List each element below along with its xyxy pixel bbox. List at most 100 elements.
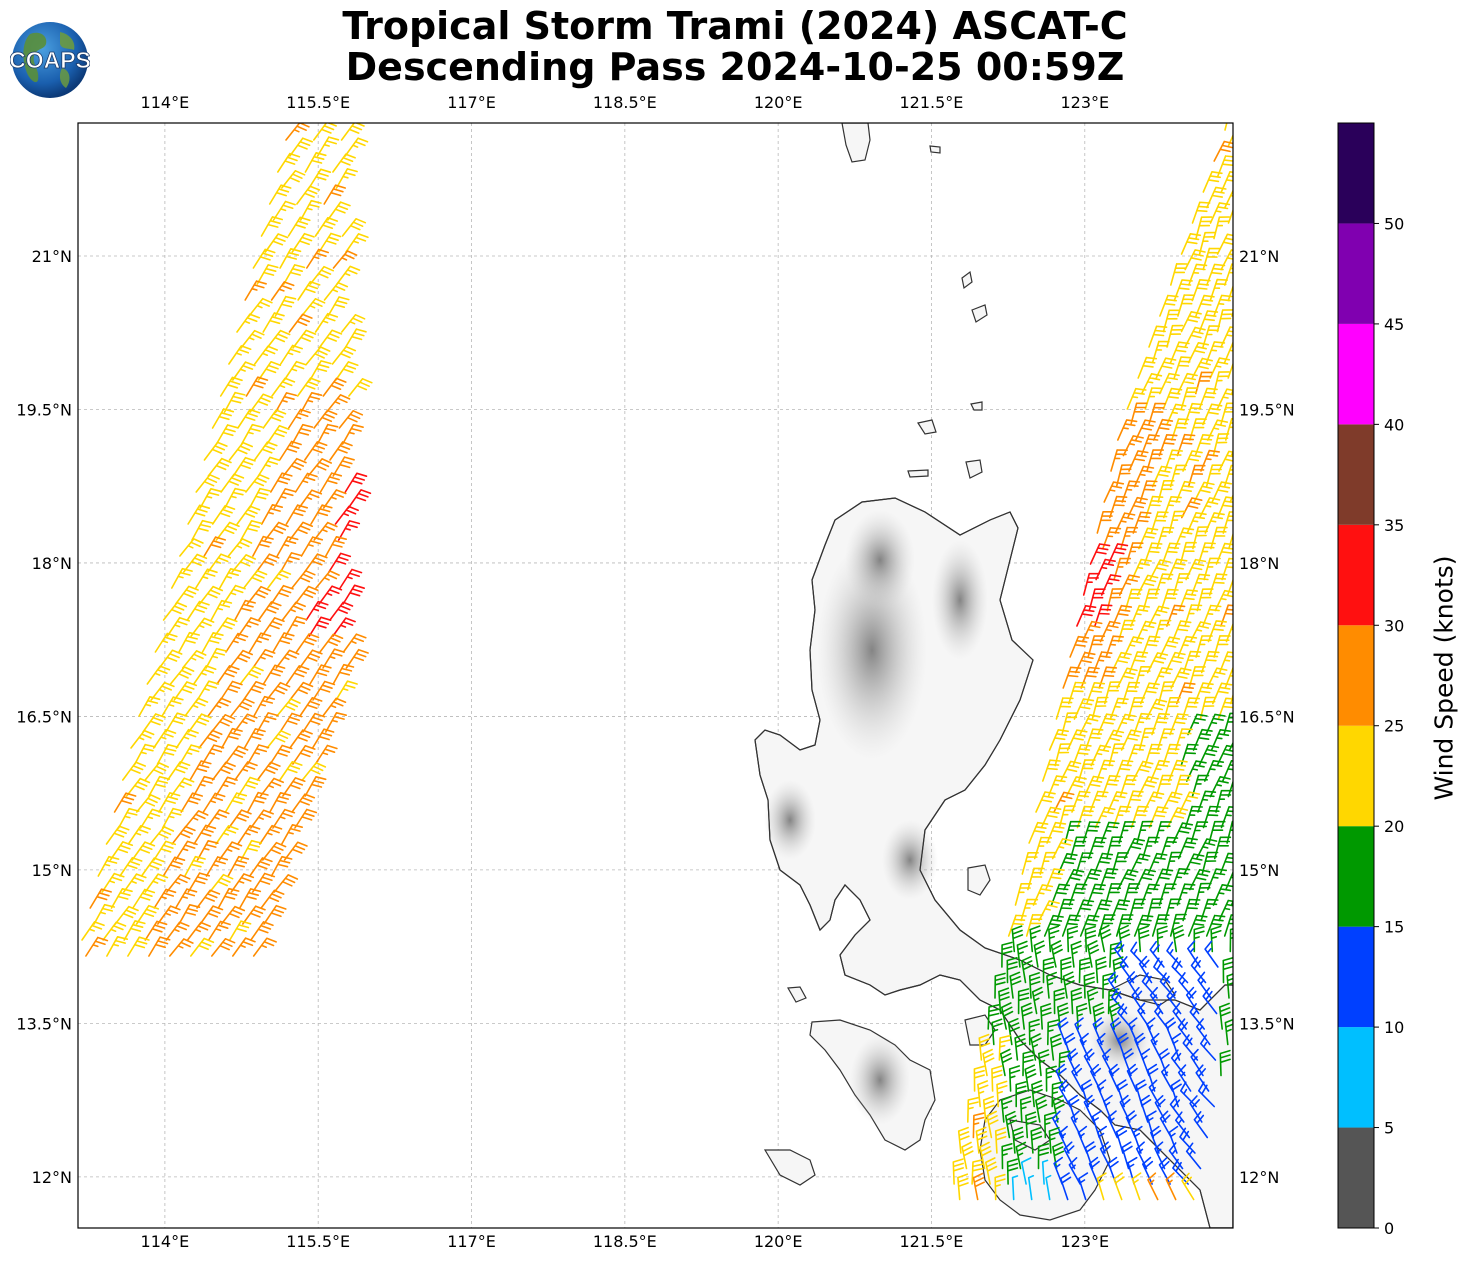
wind-barb (1225, 870, 1233, 891)
land-taiwan (841, 123, 871, 163)
colorbar-bin (1338, 323, 1374, 425)
wind-barb (1074, 1017, 1085, 1046)
wind-barb (1121, 1141, 1133, 1170)
wind-barb (110, 888, 133, 909)
wind-barb (215, 521, 240, 541)
wind-barb (1192, 526, 1210, 550)
wind-barb (1202, 171, 1223, 193)
wind-barb (1180, 387, 1199, 410)
wind-barb (1059, 1172, 1072, 1201)
wind-barb (1182, 650, 1202, 674)
wind-barb (1162, 387, 1183, 410)
wind-barb (1022, 1050, 1034, 1077)
wind-barb (1139, 480, 1158, 503)
lon-tick-label-top: 120°E (754, 93, 803, 112)
wind-barb (1200, 898, 1219, 922)
wind-barb (1224, 188, 1233, 209)
wind-barb (274, 295, 297, 317)
wind-barb (144, 762, 169, 781)
wind-barb (1100, 821, 1120, 844)
wind-barb (1058, 1079, 1071, 1108)
wind-barb (1084, 728, 1104, 751)
wind-barb (1220, 326, 1233, 348)
wind-barb (1127, 496, 1148, 519)
wind-barb (1184, 805, 1203, 829)
wind-barb (207, 697, 232, 717)
wind-barb (1231, 388, 1233, 395)
wind-barb (1057, 1002, 1069, 1030)
wind-barb (314, 312, 339, 333)
wind-barb (97, 855, 120, 877)
wind-barb (1028, 972, 1041, 999)
wind-barb (252, 535, 274, 557)
wind-barb (1219, 852, 1233, 875)
wind-barb (119, 857, 143, 877)
terrain-shading (932, 540, 988, 660)
wind-barb (1088, 1156, 1100, 1185)
wind-barb (1119, 774, 1138, 798)
wind-barb (242, 681, 267, 701)
wind-barb (174, 840, 198, 861)
wind-barb (262, 409, 287, 429)
wind-barb (1068, 1157, 1081, 1185)
wind-barb (1153, 619, 1172, 643)
colorbar-label: Wind Speed (knots) (1429, 555, 1459, 801)
wind-barb (1115, 914, 1134, 937)
wind-barb (332, 617, 356, 637)
lon-tick-label-top: 121.5°E (900, 93, 964, 112)
wind-barb (1118, 821, 1136, 844)
wind-barb (240, 520, 263, 541)
wind-barb (1115, 464, 1133, 488)
colorbar-tick-label: 15 (1384, 918, 1404, 937)
wind-barb (332, 250, 358, 269)
wind-barb (89, 888, 112, 909)
wind-barb (1223, 464, 1233, 488)
wind-barb (268, 184, 292, 205)
wind-barb (301, 762, 327, 781)
wind-barb (1187, 464, 1206, 488)
wind-barb (255, 553, 280, 573)
wind-barb (1177, 294, 1196, 317)
wind-barb (270, 855, 293, 877)
wind-barb (266, 681, 291, 701)
wind-barb (1142, 588, 1161, 612)
wind-barb (1128, 651, 1149, 674)
wind-barb (1169, 913, 1187, 937)
wind-barb (987, 1004, 1000, 1030)
wind-barb (1190, 1048, 1204, 1077)
wind-barb (1123, 838, 1145, 860)
wind-barb (300, 298, 326, 317)
wind-barb (1070, 987, 1083, 1015)
wind-barb (1170, 1049, 1186, 1077)
wind-barb (1210, 526, 1228, 550)
wind-barb (1027, 1175, 1035, 1201)
wind-barb (1115, 713, 1136, 736)
wind-barb (1220, 604, 1233, 627)
wind-barb (1186, 511, 1207, 534)
wind-barb (1096, 1172, 1107, 1201)
wind-barb (1051, 1081, 1064, 1108)
wind-barb (287, 216, 311, 237)
wind-barb (1095, 558, 1116, 581)
wind-barb (1198, 387, 1218, 410)
colorbar-bin (1338, 826, 1374, 927)
wind-barb (1130, 941, 1147, 968)
wind-barb (179, 538, 204, 557)
wind-barb (174, 585, 199, 605)
wind-barb (1103, 1094, 1113, 1123)
wind-barb (1109, 942, 1122, 968)
title-line-1: Tropical Storm Trami (2024) ASCAT-C (342, 4, 1128, 48)
wind-barb (1135, 1141, 1148, 1170)
wind-barb (1021, 852, 1039, 875)
wind-barb (1210, 925, 1222, 953)
wind-barb (1078, 1172, 1089, 1201)
wind-barb (1198, 744, 1220, 767)
wind-barb (189, 760, 212, 781)
wind-barb (270, 584, 294, 605)
wind-barb (1198, 231, 1216, 255)
wind-barb (1225, 418, 1233, 441)
lat-tick-label-left: 15°N (32, 861, 72, 880)
wind-barb (117, 807, 140, 829)
colorbar-tick-label: 25 (1384, 717, 1404, 736)
wind-barb (1178, 972, 1194, 999)
